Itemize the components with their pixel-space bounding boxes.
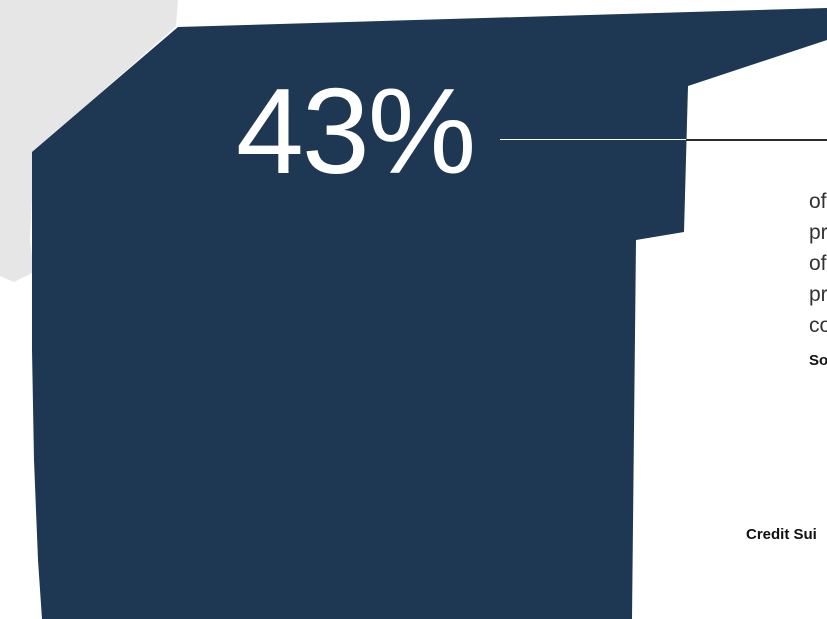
description-line: pr [809, 221, 827, 244]
description-line: co [809, 314, 827, 337]
source-label: So [809, 352, 827, 369]
description-line: of [809, 190, 827, 213]
neighbor-region-top [0, 0, 178, 282]
highlighted-region [32, 8, 827, 619]
description-line: of [809, 252, 827, 275]
leader-line-tail [686, 139, 827, 141]
description-line: pr [809, 283, 827, 306]
stat-description: of pr of pr co [809, 186, 827, 341]
stat-percentage: 43% [236, 63, 476, 199]
leader-line [500, 139, 827, 140]
credit-label: Credit Sui [746, 526, 817, 543]
